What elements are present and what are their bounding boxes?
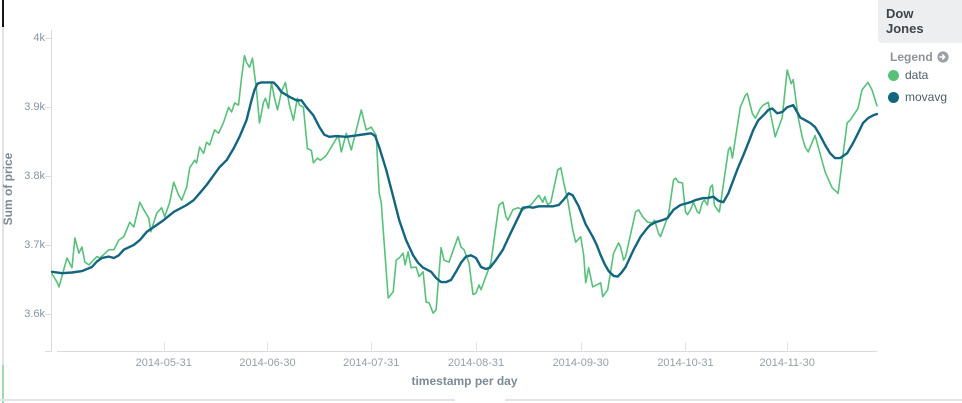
screen-edge-artifact-dark xyxy=(2,0,4,27)
legend-swatch-data xyxy=(888,69,899,81)
legend-panel: Dow Jones Legend data movavg xyxy=(878,0,962,112)
x-tick-label: 2014-06-30 xyxy=(239,357,296,369)
legend-item-label: movavg xyxy=(905,90,948,104)
x-tick-label: 2014-10-31 xyxy=(657,357,714,369)
x-tick-mark xyxy=(163,342,165,351)
legend-item-label: data xyxy=(905,68,929,82)
bottom-rule-right xyxy=(505,399,962,401)
x-axis-title: timestamp per day xyxy=(411,374,518,388)
legend-item-data[interactable]: data xyxy=(888,68,962,82)
x-axis-line xyxy=(57,351,877,352)
y-tick-mark xyxy=(45,107,52,109)
series-line-data xyxy=(51,54,878,314)
x-tick-label: 2014-07-31 xyxy=(343,357,400,369)
bottom-rule-left xyxy=(0,399,455,401)
x-tick-mark xyxy=(580,342,582,351)
y-tick-label: 4k xyxy=(33,32,45,45)
series-line-movavg xyxy=(50,81,879,284)
x-tick-mark xyxy=(267,342,269,351)
y-axis-end-tick xyxy=(45,351,52,352)
y-tick-label: 3.6k xyxy=(24,307,45,320)
legend-toggle-button[interactable]: Legend xyxy=(890,50,962,64)
y-tick-mark xyxy=(45,176,52,178)
x-tick-label: 2014-08-31 xyxy=(447,357,505,369)
legend-swatch-movavg xyxy=(888,91,899,103)
x-tick-label: 2014-11-30 xyxy=(759,357,815,369)
y-tick-label: 3.8k xyxy=(24,170,45,183)
x-tick-label: 2014-09-30 xyxy=(552,357,609,369)
y-axis-line xyxy=(51,30,52,352)
y-tick-mark xyxy=(45,244,52,246)
x-tick-label: 2014-05-31 xyxy=(135,357,192,369)
x-tick-mark xyxy=(787,342,789,351)
x-tick-mark xyxy=(371,342,373,351)
legend-items: data movavg xyxy=(878,68,962,104)
y-tick-label: 3.9k xyxy=(24,101,45,114)
screen-edge-artifact-gray xyxy=(2,27,4,365)
x-tick-mark xyxy=(475,342,477,351)
legend-label: Legend xyxy=(890,50,933,64)
x-tick-mark xyxy=(685,342,687,351)
panel-title: Dow Jones xyxy=(878,0,962,43)
screen-edge-artifact-green xyxy=(2,365,4,403)
y-tick-mark xyxy=(45,313,52,315)
circled-arrow-right-icon xyxy=(937,51,949,63)
y-tick-mark xyxy=(45,38,52,40)
legend-item-movavg[interactable]: movavg xyxy=(888,90,962,104)
y-tick-label: 3.7k xyxy=(24,238,45,251)
